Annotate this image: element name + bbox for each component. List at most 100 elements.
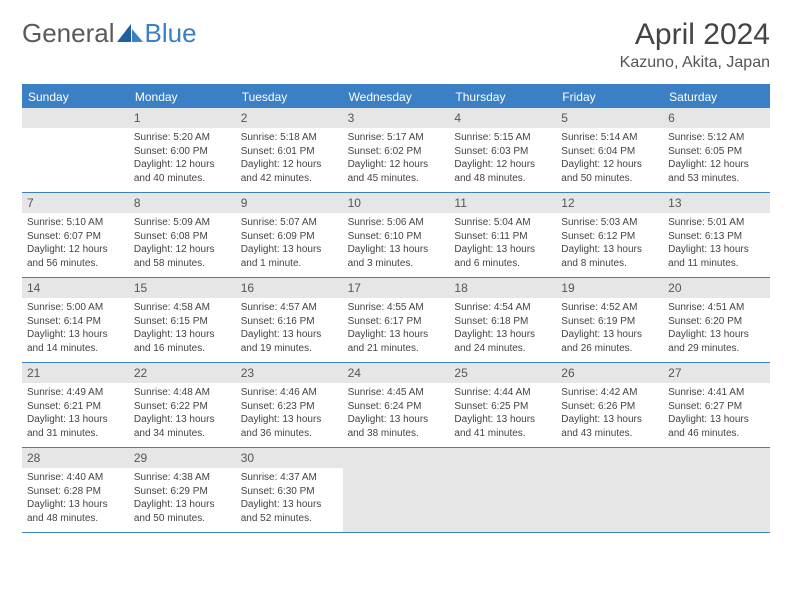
empty-day [22, 108, 129, 192]
day-number: 3 [343, 108, 450, 128]
day-number: 11 [449, 193, 556, 213]
daylight-text: Daylight: 13 hours and 31 minutes. [27, 413, 124, 440]
sunset-text: Sunset: 6:17 PM [348, 315, 445, 329]
week-row: 7Sunrise: 5:10 AMSunset: 6:07 PMDaylight… [22, 193, 770, 278]
sunrise-text: Sunrise: 4:48 AM [134, 386, 231, 400]
week-row: 14Sunrise: 5:00 AMSunset: 6:14 PMDayligh… [22, 278, 770, 363]
day-16: 16Sunrise: 4:57 AMSunset: 6:16 PMDayligh… [236, 278, 343, 362]
daylight-text: Daylight: 13 hours and 52 minutes. [241, 498, 338, 525]
sunset-text: Sunset: 6:11 PM [454, 230, 551, 244]
sunset-text: Sunset: 6:15 PM [134, 315, 231, 329]
sunset-text: Sunset: 6:24 PM [348, 400, 445, 414]
daylight-text: Daylight: 12 hours and 50 minutes. [561, 158, 658, 185]
sunrise-text: Sunrise: 4:58 AM [134, 301, 231, 315]
sunrise-text: Sunrise: 4:37 AM [241, 471, 338, 485]
daylight-text: Daylight: 13 hours and 14 minutes. [27, 328, 124, 355]
sunrise-text: Sunrise: 5:07 AM [241, 216, 338, 230]
daylight-text: Daylight: 12 hours and 48 minutes. [454, 158, 551, 185]
day-7: 7Sunrise: 5:10 AMSunset: 6:07 PMDaylight… [22, 193, 129, 277]
day-number: 28 [22, 448, 129, 468]
day-number: 8 [129, 193, 236, 213]
sunset-text: Sunset: 6:18 PM [454, 315, 551, 329]
daylight-text: Daylight: 13 hours and 41 minutes. [454, 413, 551, 440]
daylight-text: Daylight: 13 hours and 26 minutes. [561, 328, 658, 355]
day-number: 25 [449, 363, 556, 383]
logo-text-general: General [22, 18, 115, 49]
weekday-thursday: Thursday [449, 86, 556, 108]
sunrise-text: Sunrise: 5:01 AM [668, 216, 765, 230]
trailing-day [449, 448, 556, 532]
sunrise-text: Sunrise: 4:49 AM [27, 386, 124, 400]
sunrise-text: Sunrise: 4:46 AM [241, 386, 338, 400]
sunset-text: Sunset: 6:04 PM [561, 145, 658, 159]
sunrise-text: Sunrise: 5:04 AM [454, 216, 551, 230]
day-23: 23Sunrise: 4:46 AMSunset: 6:23 PMDayligh… [236, 363, 343, 447]
day-number: 14 [22, 278, 129, 298]
day-number: 18 [449, 278, 556, 298]
title-block: April 2024 Kazuno, Akita, Japan [620, 18, 770, 72]
day-3: 3Sunrise: 5:17 AMSunset: 6:02 PMDaylight… [343, 108, 450, 192]
weekday-wednesday: Wednesday [343, 86, 450, 108]
daylight-text: Daylight: 13 hours and 50 minutes. [134, 498, 231, 525]
day-number: 4 [449, 108, 556, 128]
sunrise-text: Sunrise: 5:15 AM [454, 131, 551, 145]
weekday-saturday: Saturday [663, 86, 770, 108]
daylight-text: Daylight: 13 hours and 21 minutes. [348, 328, 445, 355]
daylight-text: Daylight: 12 hours and 42 minutes. [241, 158, 338, 185]
daylight-text: Daylight: 13 hours and 24 minutes. [454, 328, 551, 355]
daylight-text: Daylight: 12 hours and 53 minutes. [668, 158, 765, 185]
day-5: 5Sunrise: 5:14 AMSunset: 6:04 PMDaylight… [556, 108, 663, 192]
header: General Blue April 2024 Kazuno, Akita, J… [22, 18, 770, 72]
day-number: 1 [129, 108, 236, 128]
sunrise-text: Sunrise: 4:54 AM [454, 301, 551, 315]
sunrise-text: Sunrise: 4:41 AM [668, 386, 765, 400]
sunset-text: Sunset: 6:30 PM [241, 485, 338, 499]
day-28: 28Sunrise: 4:40 AMSunset: 6:28 PMDayligh… [22, 448, 129, 532]
day-number: 30 [236, 448, 343, 468]
day-19: 19Sunrise: 4:52 AMSunset: 6:19 PMDayligh… [556, 278, 663, 362]
day-6: 6Sunrise: 5:12 AMSunset: 6:05 PMDaylight… [663, 108, 770, 192]
day-26: 26Sunrise: 4:42 AMSunset: 6:26 PMDayligh… [556, 363, 663, 447]
day-number: 27 [663, 363, 770, 383]
sunset-text: Sunset: 6:10 PM [348, 230, 445, 244]
location: Kazuno, Akita, Japan [620, 54, 770, 72]
day-29: 29Sunrise: 4:38 AMSunset: 6:29 PMDayligh… [129, 448, 236, 532]
sunrise-text: Sunrise: 4:51 AM [668, 301, 765, 315]
sunset-text: Sunset: 6:16 PM [241, 315, 338, 329]
sunset-text: Sunset: 6:13 PM [668, 230, 765, 244]
daylight-text: Daylight: 12 hours and 40 minutes. [134, 158, 231, 185]
day-8: 8Sunrise: 5:09 AMSunset: 6:08 PMDaylight… [129, 193, 236, 277]
daylight-text: Daylight: 12 hours and 58 minutes. [134, 243, 231, 270]
day-number: 6 [663, 108, 770, 128]
sunrise-text: Sunrise: 5:20 AM [134, 131, 231, 145]
month-title: April 2024 [620, 18, 770, 52]
sunset-text: Sunset: 6:01 PM [241, 145, 338, 159]
sunset-text: Sunset: 6:20 PM [668, 315, 765, 329]
sunset-text: Sunset: 6:02 PM [348, 145, 445, 159]
sunset-text: Sunset: 6:22 PM [134, 400, 231, 414]
day-24: 24Sunrise: 4:45 AMSunset: 6:24 PMDayligh… [343, 363, 450, 447]
sunset-text: Sunset: 6:12 PM [561, 230, 658, 244]
day-number: 16 [236, 278, 343, 298]
daylight-text: Daylight: 13 hours and 38 minutes. [348, 413, 445, 440]
day-number: 22 [129, 363, 236, 383]
day-9: 9Sunrise: 5:07 AMSunset: 6:09 PMDaylight… [236, 193, 343, 277]
daylight-text: Daylight: 13 hours and 3 minutes. [348, 243, 445, 270]
daylight-text: Daylight: 13 hours and 6 minutes. [454, 243, 551, 270]
week-row: 1Sunrise: 5:20 AMSunset: 6:00 PMDaylight… [22, 108, 770, 193]
day-15: 15Sunrise: 4:58 AMSunset: 6:15 PMDayligh… [129, 278, 236, 362]
day-number: 23 [236, 363, 343, 383]
sunrise-text: Sunrise: 4:57 AM [241, 301, 338, 315]
day-number: 10 [343, 193, 450, 213]
day-number: 29 [129, 448, 236, 468]
day-2: 2Sunrise: 5:18 AMSunset: 6:01 PMDaylight… [236, 108, 343, 192]
trailing-day [556, 448, 663, 532]
sunrise-text: Sunrise: 5:12 AM [668, 131, 765, 145]
day-17: 17Sunrise: 4:55 AMSunset: 6:17 PMDayligh… [343, 278, 450, 362]
sunset-text: Sunset: 6:21 PM [27, 400, 124, 414]
day-number: 20 [663, 278, 770, 298]
day-12: 12Sunrise: 5:03 AMSunset: 6:12 PMDayligh… [556, 193, 663, 277]
day-22: 22Sunrise: 4:48 AMSunset: 6:22 PMDayligh… [129, 363, 236, 447]
calendar: SundayMondayTuesdayWednesdayThursdayFrid… [22, 84, 770, 533]
day-21: 21Sunrise: 4:49 AMSunset: 6:21 PMDayligh… [22, 363, 129, 447]
